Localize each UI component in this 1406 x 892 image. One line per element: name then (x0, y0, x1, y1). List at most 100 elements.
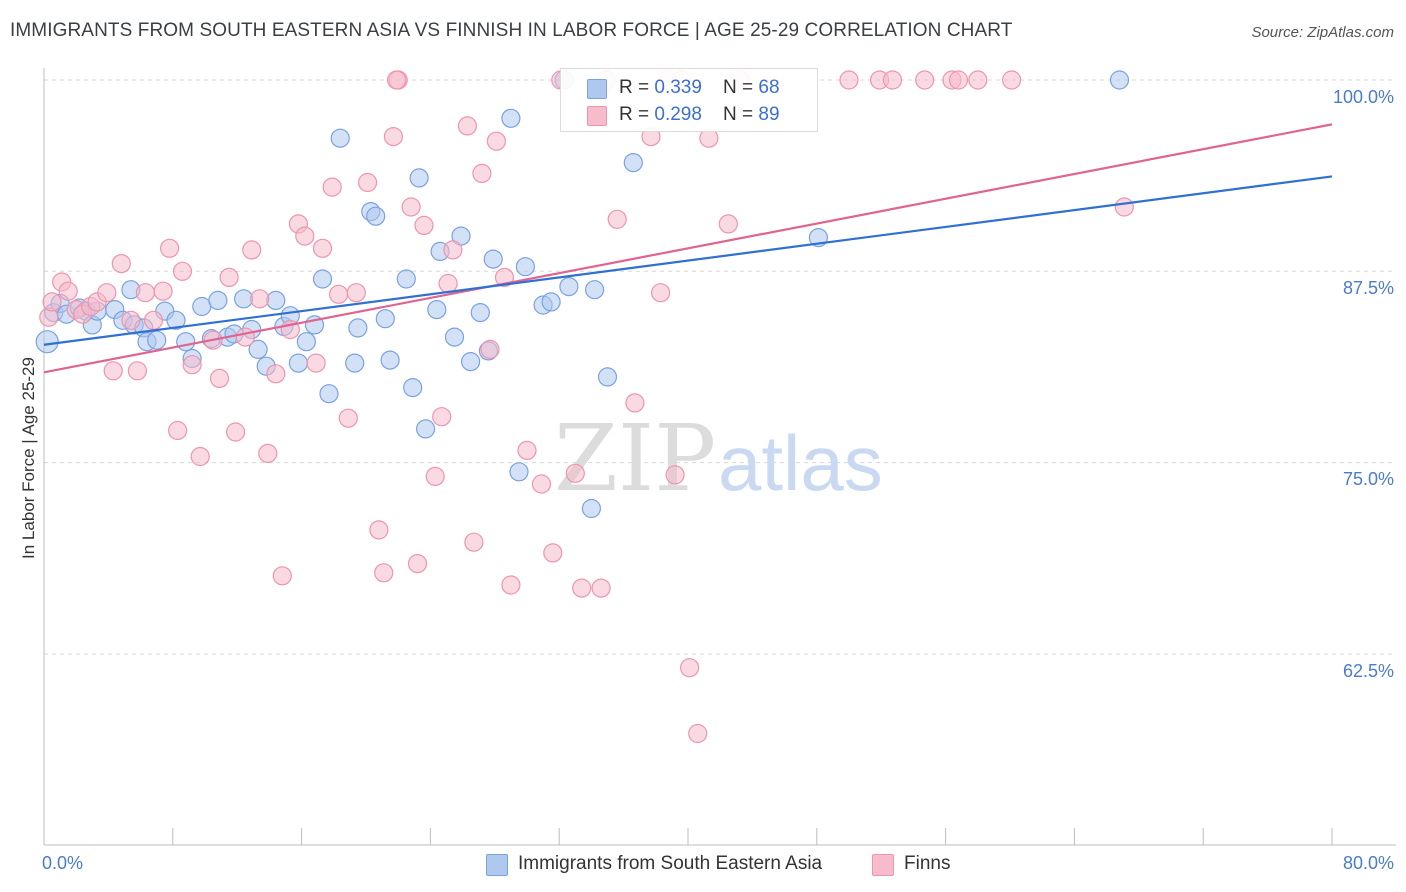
point-finns (438, 273, 458, 294)
point-finns (250, 289, 270, 309)
point-immigrants (559, 277, 579, 297)
x-tick-label: 0.0% (42, 853, 83, 873)
legend-r-value: 0.339 (654, 77, 702, 98)
series-legend: Immigrants from South Eastern Asia Finns (0, 852, 1406, 878)
point-immigrants (584, 280, 605, 300)
point-immigrants (444, 327, 465, 347)
legend-n-value: 68 (758, 77, 780, 98)
point-finns (968, 70, 988, 90)
chart-title: IMMIGRANTS FROM SOUTH EASTERN ASIA VS FI… (10, 20, 1013, 41)
point-finns (58, 281, 78, 301)
point-immigrants (396, 269, 416, 289)
point-immigrants (345, 353, 365, 373)
grid-lines (44, 79, 1396, 655)
point-finns (103, 361, 123, 381)
point-finns (387, 70, 407, 90)
point-finns (480, 339, 500, 359)
point-finns (457, 116, 477, 136)
point-finns (401, 197, 421, 217)
legend-n-label: N = (723, 77, 759, 98)
trend-lines (43, 123, 1333, 374)
point-finns (591, 578, 611, 598)
point-finns (322, 177, 342, 197)
point-finns (295, 226, 315, 246)
point-finns (1001, 70, 1022, 90)
point-finns (306, 353, 326, 373)
trend-line-finns (43, 123, 1333, 374)
watermark-atlas: atlas (718, 419, 883, 507)
legend-swatch-blue (486, 854, 508, 876)
point-finns (121, 310, 141, 330)
point-immigrants (288, 353, 308, 373)
point-finns (625, 393, 645, 413)
legend-r-value: 0.298 (654, 104, 702, 125)
point-immigrants (597, 367, 618, 387)
point-finns (135, 283, 155, 303)
trend-line-immigrants (43, 175, 1333, 346)
point-finns (97, 283, 117, 303)
point-immigrants (176, 332, 196, 352)
point-finns (153, 281, 173, 301)
legend-swatch-blue (587, 79, 607, 99)
legend-n-value: 89 (758, 104, 780, 125)
point-finns (882, 70, 903, 90)
point-finns (948, 70, 969, 90)
point-finns (374, 563, 394, 583)
point-finns (679, 658, 700, 678)
legend-r-label: R = (619, 77, 655, 98)
y-tick-label: 87.5% (1343, 278, 1394, 298)
source-label: Source: ZipAtlas.com (1251, 24, 1394, 41)
watermark: ZIP atlas (554, 405, 883, 512)
point-finns (650, 283, 671, 303)
point-immigrants (248, 339, 268, 359)
point-immigrants (623, 153, 643, 173)
point-immigrants (366, 206, 386, 226)
point-finns (607, 209, 627, 229)
point-finns (209, 368, 230, 388)
point-immigrants (234, 289, 254, 309)
x-tick-labels: 0.0% 80.0% (42, 853, 1394, 873)
point-finns (266, 364, 286, 384)
point-finns (572, 578, 592, 598)
point-immigrants (403, 378, 423, 398)
point-finns (272, 566, 292, 586)
point-finns (464, 532, 484, 552)
axes (43, 68, 1396, 846)
legend-r-label: R = (619, 104, 655, 125)
point-finns (414, 215, 434, 235)
point-immigrants (166, 310, 186, 330)
point-immigrants (541, 292, 561, 312)
legend-row-text: R = 0.298 N = 89 (619, 104, 780, 126)
point-immigrants (296, 332, 316, 352)
point-immigrants (208, 290, 228, 310)
point-finns (160, 238, 180, 258)
point-immigrants (147, 330, 167, 350)
point-immigrants (427, 300, 447, 320)
point-immigrants (416, 419, 436, 439)
point-finns (111, 254, 131, 274)
legend-swatch-pink (587, 106, 607, 126)
legend-n-label: N = (723, 104, 759, 125)
point-immigrants (35, 330, 59, 354)
y-tick-label: 100.0% (1333, 87, 1394, 107)
point-finns (369, 520, 389, 540)
point-immigrants (312, 269, 333, 289)
point-finns (182, 355, 202, 375)
point-immigrants (348, 318, 368, 338)
point-finns (531, 474, 552, 494)
point-finns (486, 131, 506, 151)
point-immigrants (319, 384, 339, 404)
point-finns (219, 267, 239, 287)
point-finns (329, 284, 349, 304)
point-finns (127, 361, 147, 381)
point-finns (346, 283, 366, 303)
correlation-legend: R = 0.339 N = 68 R = 0.298 N = 89 (560, 68, 818, 132)
point-finns (168, 420, 188, 441)
point-finns (338, 408, 358, 428)
point-finns (718, 214, 738, 234)
point-immigrants (375, 309, 395, 329)
x-tick-label: 80.0% (1343, 853, 1394, 873)
point-finns (472, 163, 492, 183)
point-finns (143, 310, 164, 330)
